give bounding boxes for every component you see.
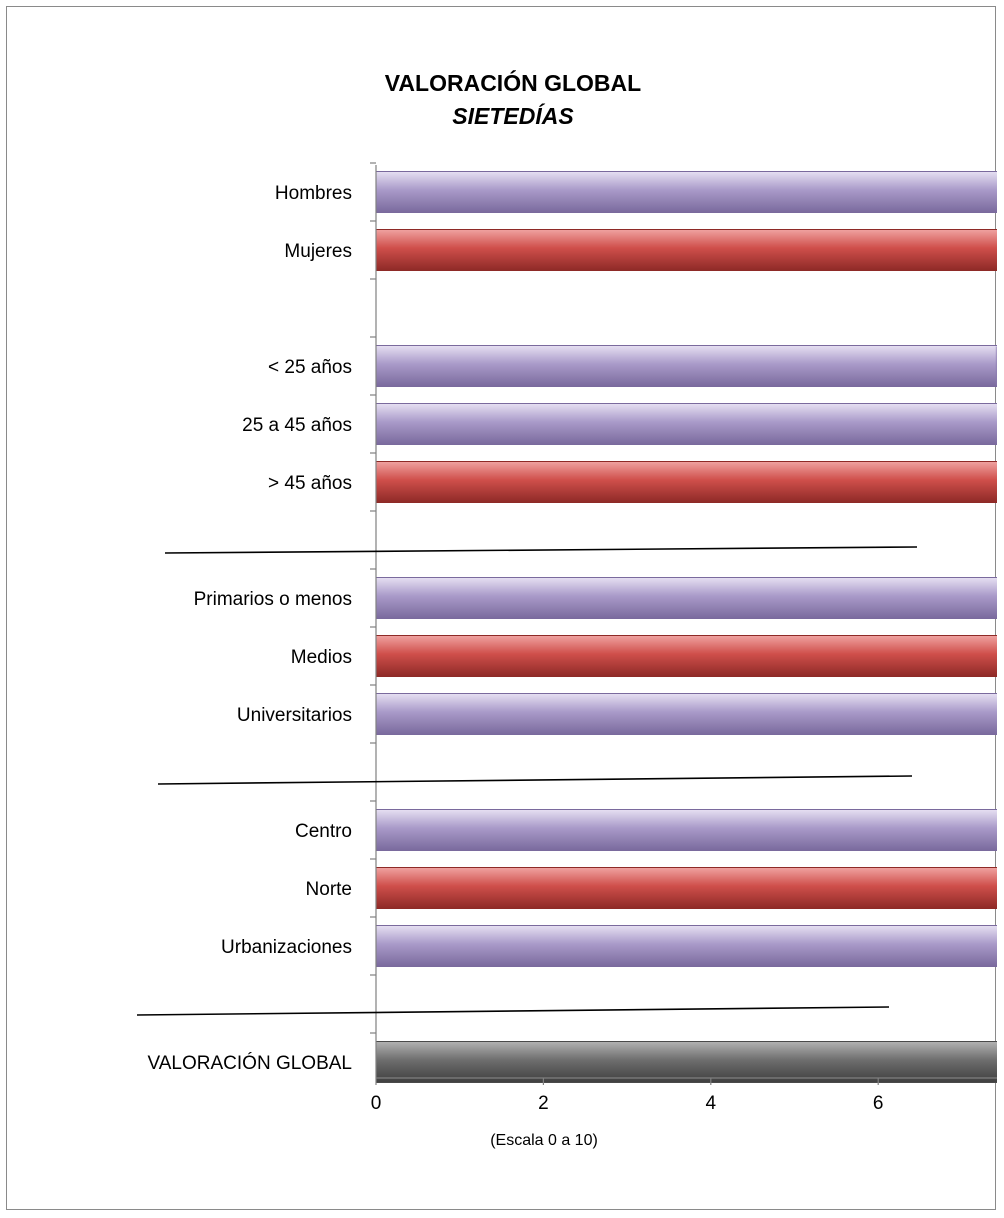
category-label: Hombres xyxy=(275,183,352,204)
category-label: Universitarios xyxy=(237,705,352,726)
category-label: > 45 años xyxy=(268,473,352,494)
bar xyxy=(375,693,997,735)
category-label: Medios xyxy=(291,647,352,668)
x-tick-label: 6 xyxy=(873,1093,884,1114)
bar xyxy=(375,1041,997,1083)
group-separator-line xyxy=(164,546,918,554)
category-label: 25 a 45 años xyxy=(242,415,352,436)
chart-subtitle: SIETEDÍAS xyxy=(452,102,574,129)
separator-lines xyxy=(136,546,918,1016)
x-axis-label: (Escala 0 a 10) xyxy=(490,1132,598,1149)
group-separator-line xyxy=(136,1006,890,1016)
chart-frame: VALORACIÓN GLOBAL SIETEDÍAS Hombres7,8Mu… xyxy=(6,6,997,1210)
bar xyxy=(375,925,997,967)
bar xyxy=(375,635,997,677)
axes-group: 0246810 xyxy=(370,162,997,1114)
bar xyxy=(375,345,997,387)
x-tick-label: 2 xyxy=(538,1093,549,1114)
bar xyxy=(375,461,997,503)
x-tick-label: 4 xyxy=(706,1093,717,1114)
bar xyxy=(375,229,997,271)
bar-bevel xyxy=(995,346,997,386)
bar xyxy=(375,577,997,619)
category-label: Primarios o menos xyxy=(194,589,352,610)
bar xyxy=(375,403,997,445)
bars-group: Hombres7,8Mujeres8,2< 25 años7,525 a 45 … xyxy=(148,171,997,1083)
bar xyxy=(375,171,997,213)
bar xyxy=(375,809,997,851)
chart-title: VALORACIÓN GLOBAL xyxy=(385,69,641,96)
category-label: Mujeres xyxy=(284,241,352,262)
chart-svg: VALORACIÓN GLOBAL SIETEDÍAS Hombres7,8Mu… xyxy=(136,69,997,1149)
group-separator-line xyxy=(157,775,913,785)
category-label: < 25 años xyxy=(268,357,352,378)
bar xyxy=(375,867,997,909)
x-tick-label: 0 xyxy=(371,1093,382,1114)
category-label: Urbanizaciones xyxy=(221,937,352,958)
category-label: Centro xyxy=(295,821,352,842)
category-label: Norte xyxy=(306,879,352,900)
category-label: VALORACIÓN GLOBAL xyxy=(148,1052,353,1074)
